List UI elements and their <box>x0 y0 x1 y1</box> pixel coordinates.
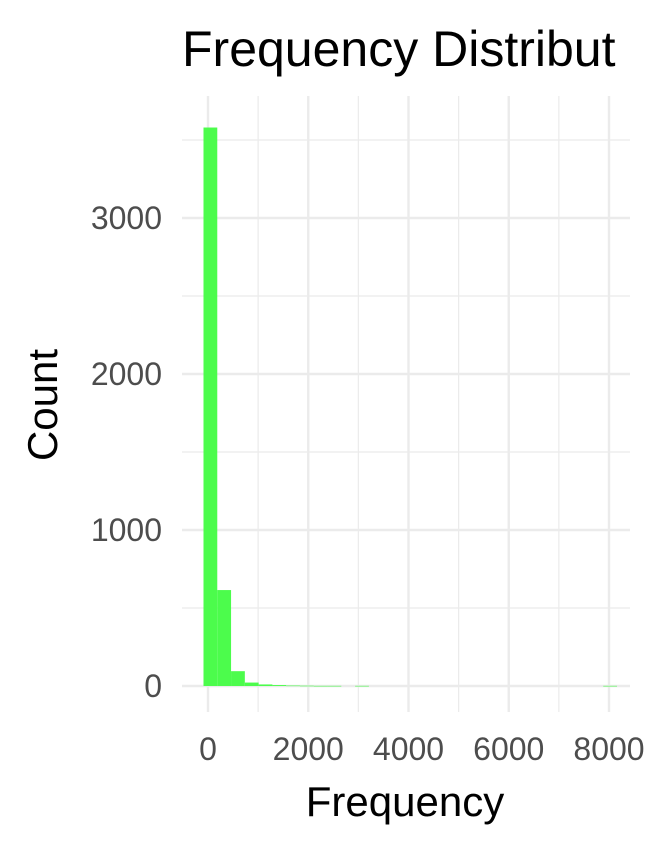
histogram-bar <box>355 685 369 687</box>
grid-layer <box>182 96 630 712</box>
histogram-bar <box>272 685 287 686</box>
x-tick-label: 4000 <box>373 731 444 767</box>
histogram-bar <box>313 685 328 687</box>
y-tick-label: 0 <box>144 668 162 704</box>
chart-title: Frequency Distribut <box>182 21 616 77</box>
bars-layer <box>203 127 618 687</box>
x-tick-label: 0 <box>199 731 217 767</box>
histogram-bar <box>203 127 218 686</box>
y-tick-label: 2000 <box>91 356 162 392</box>
histogram-bar <box>217 590 232 686</box>
histogram-bar <box>299 685 314 687</box>
y-axis-title: Count <box>19 349 66 461</box>
histogram-bar <box>231 671 245 686</box>
x-tick-label: 6000 <box>473 731 544 767</box>
x-tick-label: 2000 <box>273 731 344 767</box>
x-axis-title: Frequency <box>306 778 504 825</box>
histogram-bar <box>258 684 273 686</box>
histogram-bar <box>603 685 618 687</box>
histogram-bar <box>244 682 259 686</box>
histogram-bar <box>286 685 300 687</box>
y-tick-label: 1000 <box>91 512 162 548</box>
histogram-bar <box>327 685 342 687</box>
x-tick-label: 8000 <box>573 731 644 767</box>
ticks-layer: 0 2000 4000 6000 8000 0 1000 2000 3000 <box>91 200 645 767</box>
y-tick-label: 3000 <box>91 200 162 236</box>
